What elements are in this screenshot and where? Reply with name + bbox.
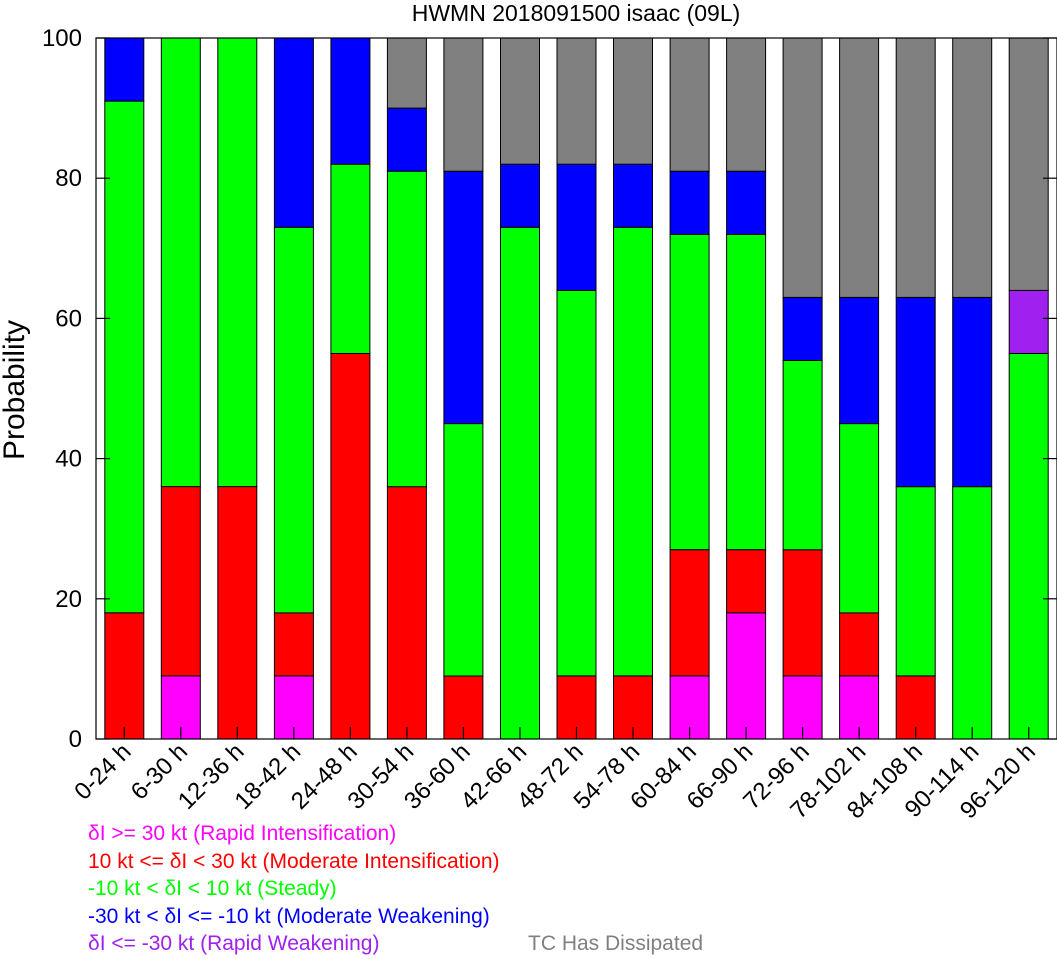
- legend-moderate-intensification: 10 kt <= δI < 30 kt (Moderate Intensific…: [88, 850, 500, 873]
- bar-segment-18-42-h-s2: [273, 226, 314, 614]
- bar-segment-24-48-h-s3: [330, 37, 371, 165]
- bar-segment-84-108-h-s2: [895, 486, 936, 677]
- bar-segment-84-108-h-s3: [895, 296, 936, 488]
- bar-segment-78-102-h-s3: [839, 296, 880, 425]
- bar-segment-36-60-h-s3: [443, 170, 484, 425]
- y-axis-label: Probability: [0, 320, 31, 460]
- bar-segment-96-120-h-s4: [1008, 289, 1049, 354]
- bar-segment-30-54-h-s1: [386, 486, 427, 740]
- bar-segment-0-24-h-s3: [104, 37, 145, 102]
- bar-segment-72-96-h-s1: [782, 549, 823, 677]
- bar-segment-0-24-h-s2: [104, 100, 145, 614]
- y-tick-label: 0: [69, 726, 82, 753]
- bar-segment-24-48-h-s1: [330, 352, 371, 740]
- bar-segment-30-54-h-s5: [386, 37, 427, 109]
- bar-segment-54-78-h-s3: [613, 163, 653, 228]
- bar-segment-90-114-h-s5: [952, 37, 993, 298]
- bar-segment-6-30-h-s1: [160, 486, 201, 677]
- y-tick-label: 40: [55, 446, 82, 473]
- bar-segment-96-120-h-s2: [1008, 352, 1049, 740]
- bar-segment-42-66-h-s3: [500, 163, 540, 228]
- bar-segment-24-48-h-s2: [330, 163, 371, 354]
- chart-title: HWMN 2018091500 isaac (09L): [412, 0, 741, 26]
- bar-segment-54-78-h-s2: [613, 226, 653, 677]
- bars-layer: [104, 37, 1049, 740]
- legend-steady: -10 kt < δI < 10 kt (Steady): [88, 877, 337, 900]
- bar-segment-42-66-h-s5: [500, 37, 540, 165]
- bar-segment-6-30-h-s2: [160, 37, 201, 488]
- y-tick-label: 60: [55, 305, 82, 332]
- bar-segment-60-84-h-s5: [669, 37, 710, 172]
- bar-segment-60-84-h-s3: [669, 170, 710, 235]
- bar-segment-66-90-h-s0: [726, 612, 767, 740]
- bar-segment-48-72-h-s3: [556, 163, 597, 291]
- bar-segment-78-102-h-s5: [839, 37, 880, 298]
- bar-segment-36-60-h-s2: [443, 423, 484, 677]
- bar-segment-18-42-h-s3: [273, 37, 314, 228]
- bar-segment-42-66-h-s2: [500, 226, 540, 740]
- bar-segment-72-96-h-s5: [782, 37, 823, 298]
- y-tick-label: 100: [42, 25, 82, 52]
- legend-rapid-intensification: δI >= 30 kt (Rapid Intensification): [88, 822, 397, 845]
- bar-segment-66-90-h-s1: [726, 549, 767, 614]
- bar-segment-60-84-h-s2: [669, 233, 710, 551]
- bar-segment-90-114-h-s3: [952, 296, 993, 488]
- bar-segment-48-72-h-s5: [556, 37, 597, 165]
- bar-segment-30-54-h-s2: [386, 170, 427, 488]
- bar-segment-0-24-h-s1: [104, 612, 145, 740]
- bar-segment-18-42-h-s1: [273, 612, 314, 677]
- bar-segment-66-90-h-s2: [726, 233, 767, 551]
- bar-segment-72-96-h-s3: [782, 296, 823, 361]
- legend-rapid-weakening: δI <= -30 kt (Rapid Weakening): [88, 932, 380, 955]
- bar-segment-30-54-h-s3: [386, 107, 427, 172]
- bar-segment-66-90-h-s3: [726, 170, 767, 235]
- bar-segment-12-36-h-s2: [217, 37, 258, 488]
- bar-segment-78-102-h-s1: [839, 612, 880, 677]
- bar-segment-84-108-h-s5: [895, 37, 936, 298]
- bar-segment-72-96-h-s2: [782, 360, 823, 551]
- bar-segment-60-84-h-s1: [669, 549, 710, 677]
- y-tick-label: 80: [55, 165, 82, 192]
- legend-moderate-weakening: -30 kt < δI <= -10 kt (Moderate Weakenin…: [88, 905, 490, 928]
- bar-segment-48-72-h-s2: [556, 289, 597, 677]
- y-tick-label: 20: [55, 586, 82, 613]
- bar-segment-90-114-h-s2: [952, 486, 993, 740]
- bar-segment-12-36-h-s1: [217, 486, 258, 740]
- bar-segment-96-120-h-s5: [1008, 37, 1049, 291]
- bar-segment-54-78-h-s5: [613, 37, 653, 165]
- bar-segment-36-60-h-s5: [443, 37, 484, 172]
- bar-segment-78-102-h-s2: [839, 423, 880, 614]
- legend-dissipated: TC Has Dissipated: [528, 932, 704, 955]
- bar-segment-66-90-h-s5: [726, 37, 767, 172]
